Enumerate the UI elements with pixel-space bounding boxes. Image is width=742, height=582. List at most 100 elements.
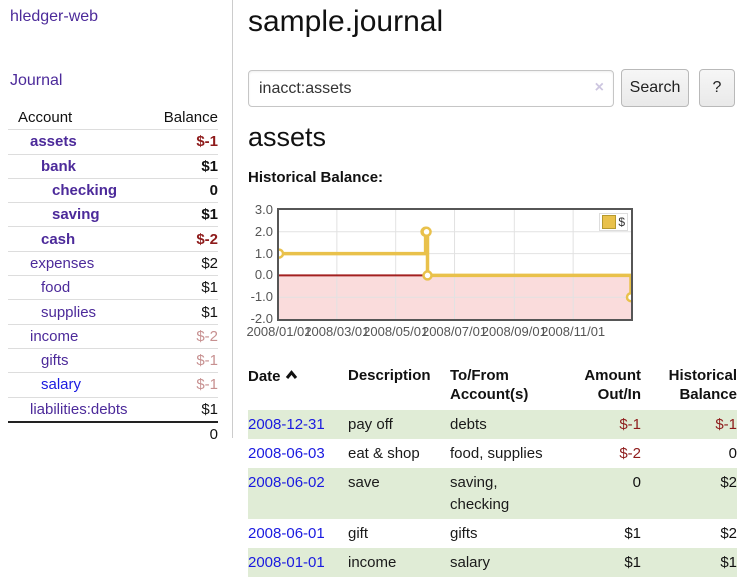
account-link[interactable]: liabilities:debts (30, 400, 128, 418)
data-point-marker (421, 226, 432, 238)
account-link[interactable]: checking (52, 182, 118, 200)
accounts-header-row: Account Balance (8, 105, 218, 129)
x-tick-label: 2008/05/01 (363, 324, 429, 339)
transaction-row: 2008-12-31 pay off debts $-1 $-1 (248, 410, 737, 439)
account-row-checking: checking 0 (8, 177, 218, 202)
transaction-date-link[interactable]: 2008-01-01 (248, 554, 325, 571)
x-tick-label: 2008/11/01 (541, 324, 606, 339)
transaction-amount: 0 (580, 468, 641, 519)
transaction-date-link[interactable]: 2008-06-03 (248, 445, 325, 462)
transaction-amount: $-1 (580, 410, 641, 439)
account-link[interactable]: salary (41, 376, 82, 394)
account-balance: $-1 (196, 352, 218, 370)
x-axis-labels: 2008/01/01 2008/03/01 2008/05/01 2008/07/01… (0, 324, 742, 340)
account-row-salary: salary $-1 (8, 372, 218, 396)
accounts-header-account: Account (18, 108, 73, 126)
account-balance: $-2 (196, 327, 218, 345)
account-balance: $-2 (196, 230, 218, 248)
transaction-description: eat & shop (348, 445, 420, 462)
account-link[interactable]: income (30, 327, 79, 345)
column-header-description: Description (348, 367, 431, 384)
sidebar: hledger-web Journal Account Balance asse… (0, 0, 233, 443)
transaction-balance: 0 (728, 445, 737, 462)
account-balance: $1 (201, 303, 218, 321)
account-row-assets: assets $-1 (8, 129, 218, 153)
chart-heading: Historical Balance: (248, 169, 384, 186)
transaction-description: gift (348, 525, 369, 542)
transaction-date-link[interactable]: 2008-06-01 (248, 525, 325, 542)
accounts-header-balance: Balance (163, 108, 218, 126)
account-row-gifts: gifts $-1 (8, 347, 218, 372)
transaction-description: pay off (348, 410, 450, 439)
x-tick-label: 2008/03/01 (304, 324, 370, 339)
account-link[interactable]: food (41, 279, 71, 297)
y-tick-label: -2.0 (250, 311, 273, 326)
y-tick-label: 1.0 (254, 245, 273, 261)
register-header-row: Date Description To/From Account(s) Amou… (248, 362, 737, 410)
y-tick-label: 2.0 (254, 223, 273, 239)
search-box: × (248, 70, 614, 107)
account-balance: $1 (201, 157, 218, 175)
account-balance: $1 (201, 279, 218, 297)
transaction-amount: $-2 (619, 445, 641, 462)
transaction-description: save (348, 468, 450, 519)
y-tick-label: 0.0 (254, 267, 273, 283)
account-link[interactable]: expenses (30, 254, 95, 272)
data-point-marker (625, 291, 631, 303)
search-button[interactable]: Search (621, 69, 689, 107)
account-row-cash: cash $-2 (8, 226, 218, 250)
data-point-marker (422, 270, 433, 281)
account-link[interactable]: gifts (41, 352, 69, 370)
transaction-row: 2008-06-02 save saving, checking 0 $2 (248, 468, 737, 519)
register-table: Date Description To/From Account(s) Amou… (248, 362, 737, 577)
transaction-accounts: salary (450, 548, 580, 577)
account-balance: $-1 (196, 133, 218, 151)
transaction-balance: $1 (641, 548, 737, 577)
transaction-row: 2008-01-01 income salary $1 $1 (248, 548, 737, 577)
transaction-accounts: saving, checking (450, 468, 580, 519)
account-row-income: income $-2 (8, 323, 218, 348)
chart-legend: $ (599, 213, 628, 231)
transaction-accounts: debts (450, 410, 580, 439)
help-button[interactable]: ? (699, 69, 735, 107)
transaction-row: 2008-06-01 gift gifts $1 $2 (248, 519, 737, 548)
account-balance: $1 (201, 206, 218, 224)
account-balance: $1 (201, 400, 218, 418)
transaction-balance: $2 (720, 525, 737, 542)
transaction-amount: $1 (624, 525, 641, 542)
account-row-bank: bank $1 (8, 153, 218, 178)
account-row-liabilities-debts: liabilities:debts $1 (8, 396, 218, 421)
x-tick-label: 2008/01/01 (246, 324, 312, 339)
account-row-expenses: expenses $2 (8, 250, 218, 275)
transaction-row: 2008-06-03 eat & shop food, supplies $-2… (248, 439, 737, 468)
transaction-amount: $1 (580, 548, 641, 577)
transaction-date-link[interactable]: 2008-12-31 (248, 416, 325, 433)
legend-label: $ (618, 215, 625, 229)
account-link[interactable]: assets (30, 133, 77, 151)
sidebar-item-journal[interactable]: Journal (10, 72, 63, 89)
account-link[interactable]: supplies (41, 303, 97, 321)
accounts-total-balance: 0 (209, 425, 218, 443)
account-balance: $-1 (196, 376, 218, 394)
account-link[interactable]: cash (41, 230, 76, 248)
account-row-supplies: supplies $1 (8, 299, 218, 323)
accounts-table: Account Balance assets $-1 bank $1 check… (8, 105, 218, 445)
legend-swatch-icon (602, 215, 617, 229)
account-link[interactable]: saving (52, 206, 100, 224)
clear-search-icon[interactable]: × (594, 79, 604, 96)
account-row-food: food $1 (8, 275, 218, 299)
account-heading: assets (248, 122, 327, 152)
y-axis-labels: 3.0 2.0 1.0 0.0 -1.0 -2.0 (236, 0, 273, 340)
transaction-balance: $-1 (641, 410, 737, 439)
plot-area: $ (277, 208, 633, 321)
sort-ascending-icon (285, 366, 298, 385)
transaction-description: income (348, 548, 450, 577)
column-header-amount: Amount Out/In (584, 367, 641, 403)
transaction-accounts: gifts (450, 525, 478, 542)
account-link[interactable]: bank (41, 157, 77, 175)
transaction-date-link[interactable]: 2008-06-02 (248, 474, 325, 491)
column-header-date[interactable]: Date (248, 362, 348, 410)
search-input[interactable] (249, 71, 613, 106)
brand-link[interactable]: hledger-web (10, 8, 99, 25)
